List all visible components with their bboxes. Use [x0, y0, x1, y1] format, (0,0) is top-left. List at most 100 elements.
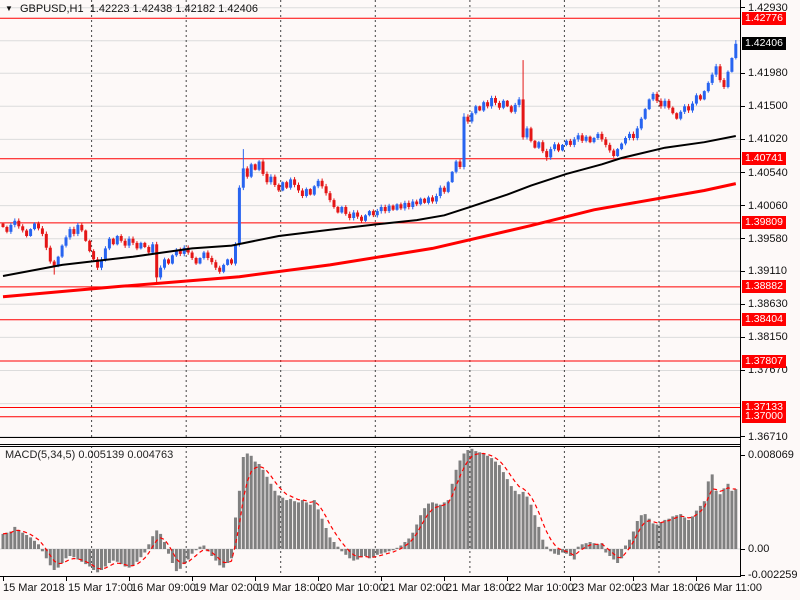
- candle[interactable]: [438, 185, 442, 199]
- candle[interactable]: [119, 234, 123, 243]
- candle[interactable]: [96, 257, 100, 270]
- candle[interactable]: [486, 100, 490, 109]
- candle[interactable]: [155, 241, 159, 284]
- candle[interactable]: [92, 249, 96, 262]
- candle[interactable]: [316, 178, 320, 189]
- candle[interactable]: [364, 214, 367, 222]
- price-chart-panel[interactable]: [0, 0, 741, 438]
- candle[interactable]: [139, 241, 143, 250]
- candle[interactable]: [17, 218, 21, 229]
- candle[interactable]: [671, 106, 675, 115]
- candle[interactable]: [446, 180, 450, 194]
- candle[interactable]: [600, 131, 604, 142]
- panel-divider-top[interactable]: [0, 444, 741, 445]
- candle[interactable]: [371, 209, 375, 218]
- candle[interactable]: [111, 237, 115, 246]
- candle[interactable]: [297, 182, 300, 193]
- candle[interactable]: [694, 93, 698, 106]
- support-resistance-lines[interactable]: [0, 17, 740, 418]
- candle[interactable]: [198, 257, 202, 265]
- candle[interactable]: [442, 185, 446, 194]
- candle[interactable]: [143, 241, 147, 249]
- candle[interactable]: [348, 211, 352, 221]
- candlesticks[interactable]: [1, 40, 738, 284]
- candle[interactable]: [33, 222, 36, 231]
- candle[interactable]: [237, 185, 241, 247]
- candle[interactable]: [135, 241, 139, 251]
- candle[interactable]: [403, 200, 407, 211]
- candle[interactable]: [293, 177, 297, 188]
- candle[interactable]: [557, 142, 560, 153]
- candle[interactable]: [521, 60, 525, 140]
- candle[interactable]: [702, 90, 706, 101]
- candle[interactable]: [115, 234, 119, 246]
- candle[interactable]: [281, 181, 285, 192]
- candle[interactable]: [174, 248, 178, 257]
- candle[interactable]: [706, 81, 710, 93]
- candle[interactable]: [100, 257, 103, 271]
- candle[interactable]: [718, 64, 722, 83]
- candle[interactable]: [596, 132, 600, 140]
- candle[interactable]: [289, 177, 293, 190]
- candle[interactable]: [541, 140, 545, 154]
- candle[interactable]: [545, 148, 549, 161]
- candle[interactable]: [659, 98, 663, 109]
- candle[interactable]: [419, 197, 423, 206]
- candle[interactable]: [324, 183, 328, 196]
- candle[interactable]: [249, 162, 253, 179]
- candle[interactable]: [683, 104, 687, 114]
- candle[interactable]: [513, 102, 517, 114]
- candle[interactable]: [332, 198, 336, 209]
- candle[interactable]: [44, 231, 48, 251]
- candle[interactable]: [399, 202, 403, 211]
- macd-panel[interactable]: [0, 446, 741, 576]
- candle[interactable]: [698, 93, 702, 101]
- candle[interactable]: [517, 97, 521, 108]
- candle[interactable]: [722, 78, 726, 89]
- candle[interactable]: [226, 258, 230, 266]
- candle[interactable]: [427, 195, 430, 205]
- candle[interactable]: [48, 245, 52, 264]
- candle[interactable]: [375, 208, 379, 218]
- candle[interactable]: [1, 222, 5, 228]
- candle[interactable]: [631, 131, 635, 141]
- candle[interactable]: [308, 188, 312, 196]
- candle[interactable]: [218, 265, 222, 274]
- candle[interactable]: [72, 226, 76, 237]
- candle[interactable]: [494, 95, 497, 106]
- candle[interactable]: [635, 126, 639, 141]
- candle[interactable]: [25, 228, 29, 238]
- candle[interactable]: [726, 70, 730, 89]
- candle[interactable]: [588, 135, 592, 144]
- candle[interactable]: [336, 206, 340, 214]
- candle[interactable]: [639, 116, 643, 131]
- candle[interactable]: [576, 132, 580, 142]
- candle[interactable]: [667, 98, 671, 110]
- candle[interactable]: [391, 204, 395, 211]
- candle[interactable]: [257, 160, 261, 172]
- candle[interactable]: [572, 137, 576, 148]
- candle[interactable]: [490, 95, 494, 109]
- candle[interactable]: [505, 100, 509, 108]
- candle[interactable]: [123, 238, 127, 248]
- candle[interactable]: [533, 140, 537, 149]
- candle[interactable]: [734, 40, 738, 60]
- candle[interactable]: [328, 191, 332, 203]
- candle[interactable]: [647, 98, 651, 111]
- candle[interactable]: [675, 112, 679, 120]
- candle[interactable]: [261, 159, 265, 176]
- candle[interactable]: [182, 245, 186, 257]
- candle[interactable]: [9, 222, 13, 234]
- ma-black-line[interactable]: [2, 135, 736, 277]
- candle[interactable]: [580, 133, 584, 143]
- candle[interactable]: [616, 148, 620, 158]
- candle[interactable]: [612, 148, 616, 158]
- candle[interactable]: [214, 259, 218, 270]
- candle[interactable]: [151, 242, 155, 255]
- candle[interactable]: [131, 236, 135, 246]
- candle[interactable]: [509, 104, 513, 114]
- candle[interactable]: [478, 105, 482, 112]
- candle[interactable]: [340, 205, 344, 214]
- candle[interactable]: [553, 142, 557, 152]
- candle[interactable]: [620, 142, 624, 151]
